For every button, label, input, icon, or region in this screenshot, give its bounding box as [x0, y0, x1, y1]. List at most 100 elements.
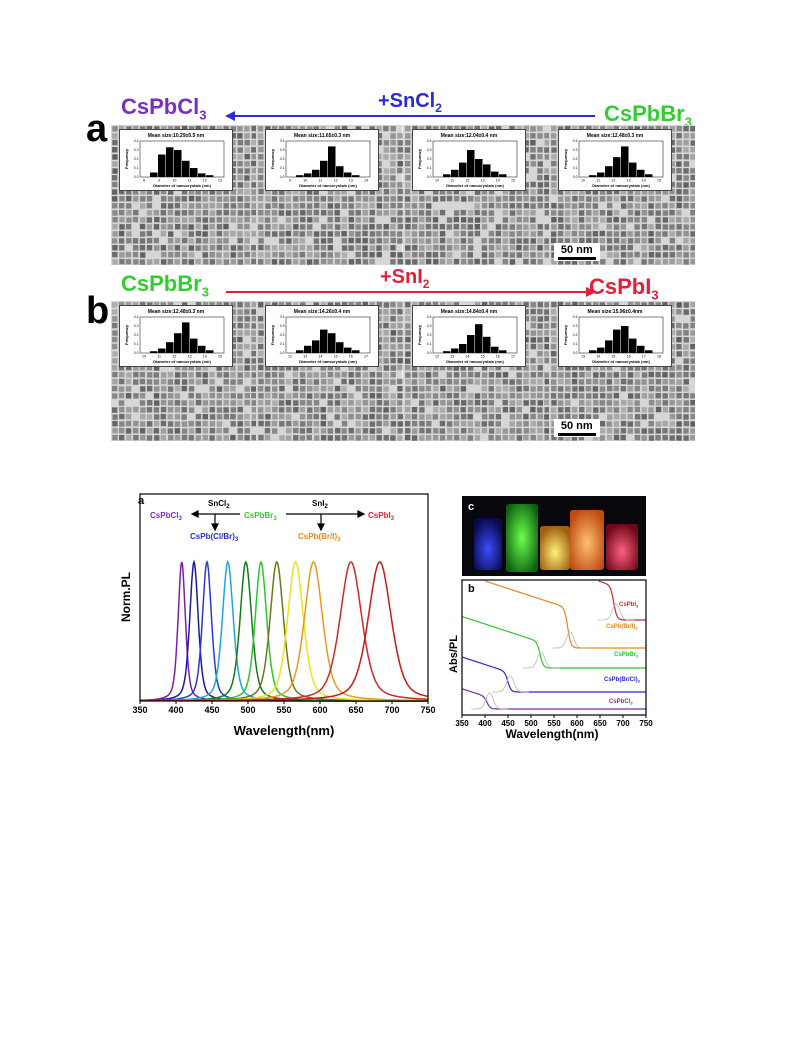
histogram-bar	[328, 146, 336, 177]
histogram-xtick: 15	[480, 355, 484, 359]
tem-image: Mean size:10.29±0.5 nm 0.0 0.1 0.2 0.3 0.4 8 9 1…	[111, 125, 258, 265]
abs-pl-4	[597, 603, 635, 621]
histogram-xtick: 14	[642, 179, 646, 183]
histogram-svg: Mean size:15.96±0.4nm 0.0 0.1 0.2 0.3 0.4 13 14…	[563, 309, 663, 364]
abs-tick-label: 500	[524, 719, 538, 728]
histogram-xlabel: Diameter of nanocrystals (nm)	[299, 359, 357, 364]
histogram-inset: Mean size:12.48±0.3 nm 0.0 0.1 0.2 0.3 0.4 10 1…	[119, 305, 233, 367]
abs-label-cspbcl3: CsPbCl3	[609, 699, 633, 706]
histogram-xtick: 12	[172, 355, 176, 359]
histogram-xtick: 13	[349, 179, 353, 183]
histogram-ytick: 0.3	[280, 324, 285, 328]
histogram-bar	[296, 350, 304, 353]
scale-bar-label: 50 nm	[560, 244, 593, 256]
histogram-ytick: 0.4	[280, 139, 285, 143]
histogram-bar	[644, 350, 653, 353]
histogram-ytick: 0.3	[134, 148, 139, 152]
vial-green	[506, 504, 538, 572]
histogram-xtick: 8	[143, 179, 145, 183]
histogram-ytick: 0.1	[280, 166, 285, 170]
histogram-bar	[352, 350, 360, 353]
histogram-xtick: 10	[581, 179, 585, 183]
histogram-xtick: 11	[157, 355, 161, 359]
histogram-xtick: 14	[364, 179, 368, 183]
histogram-ytick: 0.4	[134, 315, 139, 319]
histogram-bar	[498, 350, 506, 353]
histogram-bar	[628, 162, 637, 177]
abs-tick-label: 350	[455, 719, 469, 728]
histogram-mean-size: Mean size:10.29±0.5 nm	[148, 133, 205, 139]
histogram-xtick: 12	[465, 179, 469, 183]
histogram-svg: Mean size:11.65±0.3 nm 0.0 0.1 0.2 0.3 0.4 9 10…	[270, 133, 371, 188]
histogram-ytick: 0.1	[426, 342, 431, 346]
pl-label-cspbbr3: CsPbBr3	[244, 511, 277, 522]
histogram-xtick: 9	[289, 179, 291, 183]
abs-label-cspbbri3: CsPb(Br/I)3	[606, 624, 638, 631]
pl-label-bri: CsPb(Br/I)3	[298, 532, 341, 543]
label-a-left: CsPbCl3	[121, 94, 207, 123]
histogram-ytick: 0.4	[573, 315, 578, 319]
histogram-bar	[166, 342, 174, 353]
histogram-mean-size: Mean size:14.26±0.4 nm	[294, 309, 351, 315]
histogram-xtick: 11	[188, 179, 192, 183]
histogram-xlabel: Diameter of nanocrystals (nm)	[299, 183, 357, 188]
histogram-xtick: 17	[642, 355, 646, 359]
histogram-xtick: 14	[203, 355, 207, 359]
histogram-bar	[336, 342, 344, 353]
histogram-svg: Mean size:12.04±0.4 nm 0.0 0.1 0.2 0.3 0.4 10 1…	[417, 133, 517, 188]
vial-photo: c	[462, 496, 646, 576]
abs-series-4	[598, 580, 646, 621]
histogram-xtick: 13	[218, 179, 222, 183]
histogram-xlabel: Diameter of nanocrystals (nm)	[592, 183, 650, 188]
histogram-inset: Mean size:15.96±0.4nm 0.0 0.1 0.2 0.3 0.4 13 14…	[557, 305, 672, 367]
histogram-xtick: 11	[596, 179, 600, 183]
histogram-ytick: 0.2	[280, 333, 285, 337]
histogram-bar	[596, 172, 605, 177]
pl-tick-label: 450	[204, 705, 219, 715]
histogram-bar	[158, 154, 166, 177]
histogram-svg: Mean size:10.29±0.5 nm 0.0 0.1 0.2 0.3 0.4 8 9 1…	[124, 133, 225, 188]
histogram-inset: Mean size:14.26±0.4 nm 0.0 0.1 0.2 0.3 0.4 12 1…	[265, 305, 380, 367]
histogram-bar	[620, 146, 629, 177]
pl-tick-label: 750	[420, 705, 435, 715]
histogram-ytick: 0.0	[426, 351, 431, 355]
histogram-bar	[182, 322, 190, 353]
histogram-bar	[344, 172, 352, 177]
pl-label-cspbcl3: CsPbCl3	[150, 511, 182, 522]
histogram-inset: Mean size:11.65±0.3 nm 0.0 0.1 0.2 0.3 0.4 9 10…	[265, 129, 380, 191]
histogram-bar	[442, 174, 450, 177]
abs-series-0	[461, 688, 646, 710]
histogram-ytick: 0.1	[280, 342, 285, 346]
abs-label-cspbbrcl3: CsPb(Br/Cl)3	[604, 677, 641, 684]
abs-pl-3	[551, 631, 589, 649]
histogram-bar	[628, 338, 637, 353]
histogram-ylabel: Frequency	[124, 324, 129, 345]
histogram-xlabel: Diameter of nanocrystals (nm)	[153, 183, 211, 188]
label-a-reagent: +SnCl2	[378, 90, 442, 115]
tem-image: Mean size:14.84±0.4 nm 0.0 0.1 0.2 0.3 0.4 12 1…	[403, 301, 550, 441]
histogram-bar	[296, 175, 304, 177]
histogram-xtick: 14	[495, 179, 499, 183]
tem-image: Mean size:12.04±0.4 nm 0.0 0.1 0.2 0.3 0.4 10 1…	[403, 125, 550, 265]
histogram-bar	[604, 340, 613, 353]
histogram-bar	[198, 173, 206, 177]
pl-tick-label: 350	[132, 705, 147, 715]
vial-yellow	[540, 526, 570, 570]
histogram-xtick: 13	[303, 355, 307, 359]
histogram-bar	[474, 159, 482, 177]
histogram-bar	[304, 345, 312, 353]
tem-row-b: Mean size:12.48±0.3 nm 0.0 0.1 0.2 0.3 0.4 10 1…	[111, 301, 695, 441]
histogram-xtick: 12	[203, 179, 207, 183]
panel-letter-a: a	[86, 108, 108, 150]
histogram-xtick: 16	[495, 355, 499, 359]
histogram-mean-size: Mean size:12.48±0.3 nm	[148, 309, 205, 315]
histogram-bar	[206, 350, 214, 353]
abs-label-cspbbr3: CsPbBr3	[614, 652, 639, 659]
histogram-ytick: 0.4	[573, 139, 578, 143]
histogram-ytick: 0.0	[280, 351, 285, 355]
tem-image: Mean size:15.96±0.4nm 0.0 0.1 0.2 0.3 0.4 13 14…	[549, 301, 695, 441]
histogram-bar	[466, 335, 474, 353]
histogram-bar	[166, 147, 174, 177]
abs-xlabel: Wavelength(nm)	[506, 727, 599, 741]
vial-blue	[474, 518, 502, 570]
